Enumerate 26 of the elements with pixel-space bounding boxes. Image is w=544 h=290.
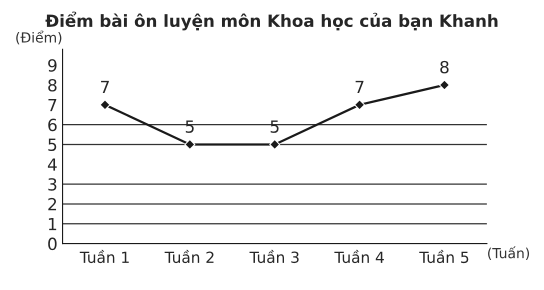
y-tick-label: 5 bbox=[48, 138, 56, 152]
x-tick-label: Tuần 2 bbox=[164, 250, 214, 264]
y-tick-label: 2 bbox=[48, 198, 56, 210]
y-tick-label: 3 bbox=[48, 178, 56, 191]
point bbox=[184, 139, 196, 150]
x-tick-label: Tuần 1 bbox=[80, 250, 129, 264]
x-tick-label: Tuần 3 bbox=[250, 250, 299, 264]
y-tick-label: 4 bbox=[48, 158, 57, 171]
y-tick-label: 8 bbox=[48, 78, 57, 92]
point bbox=[439, 80, 450, 90]
y-tick-label: 6 bbox=[48, 118, 57, 132]
y-tick-label: 9 bbox=[48, 59, 57, 72]
y-tick-label: 0 bbox=[48, 238, 57, 250]
y-tick-label: 7 bbox=[48, 98, 56, 112]
point bbox=[269, 139, 280, 150]
chart-title: Điểm bài ôn luyện môn Khoa học của bạn Khanh bbox=[46, 12, 498, 30]
y-axis-title: (Điểm) bbox=[16, 30, 62, 44]
x-axis-title: (Tuấn) bbox=[488, 246, 530, 260]
data-label: 7 bbox=[101, 80, 109, 94]
y-tick-label: 1 bbox=[48, 218, 56, 230]
data-label: 7 bbox=[356, 80, 364, 94]
point bbox=[354, 99, 366, 110]
data-label: 8 bbox=[440, 60, 449, 74]
x-tick-label: Tuần 4 bbox=[334, 250, 384, 264]
x-tick-label: Tuần 5 bbox=[419, 250, 468, 264]
point bbox=[100, 99, 110, 110]
